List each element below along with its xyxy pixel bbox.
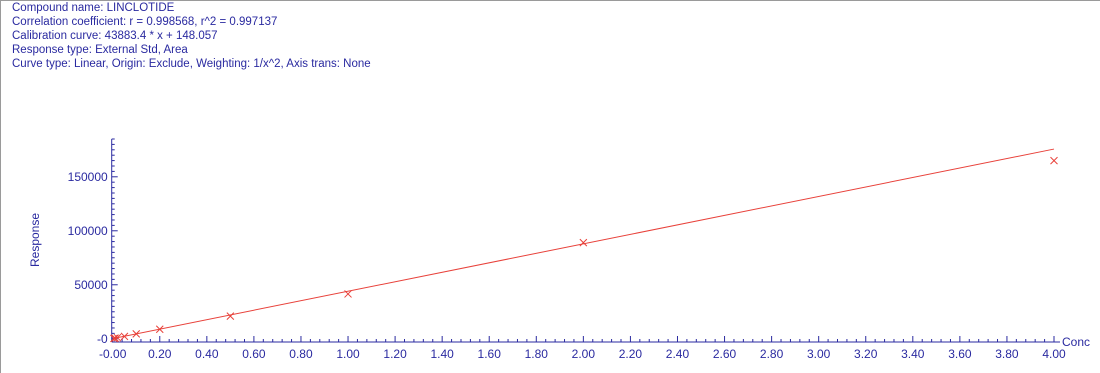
x-tick-label: 2.40	[666, 347, 690, 361]
x-tick-label: 2.60	[713, 347, 737, 361]
data-point	[155, 325, 164, 334]
x-tick-label: 0.40	[195, 347, 219, 361]
curve-type: Curve type: Linear, Origin: Exclude, Wei…	[12, 58, 371, 70]
x-tick-label: 3.20	[854, 347, 878, 361]
y-tick-label: 50000	[74, 278, 108, 292]
x-tick-label: 0.80	[289, 347, 313, 361]
data-point	[1050, 156, 1058, 165]
x-tick-label: 3.00	[807, 347, 831, 361]
y-tick-label: 100000	[68, 224, 108, 238]
y-tick-label: 150000	[68, 170, 108, 184]
x-axis-label: Conc	[1062, 335, 1090, 349]
x-tick-label: 1.80	[525, 347, 549, 361]
data-point	[344, 290, 352, 298]
data-point	[120, 332, 129, 341]
calibration-info: Compound name: LINCLOTIDE Correlation co…	[12, 1, 371, 71]
fit-line	[112, 148, 1055, 340]
x-tick-label: 4.00	[1042, 347, 1066, 361]
x-tick-label: 0.20	[148, 347, 172, 361]
data-point	[111, 334, 119, 342]
x-tick-label: 2.80	[760, 347, 784, 361]
x-tick-label: 0.60	[242, 347, 266, 361]
x-tick-label: 1.60	[478, 347, 502, 361]
correlation-coefficient: Correlation coefficient: r = 0.998568, r…	[12, 16, 278, 28]
response-type: Response type: External Std, Area	[12, 44, 188, 56]
y-axis-ticks: -0 50000 100000 150000	[68, 138, 118, 346]
x-tick-label: -0.00	[99, 347, 127, 361]
x-tick-label: 1.20	[383, 347, 407, 361]
calibration-curve: Calibration curve: 43883.4 * x + 148.057	[12, 30, 218, 42]
calibration-line	[112, 148, 1055, 340]
x-tick-label: 3.80	[995, 347, 1019, 361]
x-tick-label: 3.60	[948, 347, 972, 361]
y-tick-label: -0	[97, 332, 108, 346]
x-axis-ticks: -0.00 0.20 0.40 0.60 0.80 1.00 1.20 1.40 1.60 1.8…	[99, 336, 1066, 361]
data-point	[132, 330, 141, 338]
x-tick-label: 1.00	[336, 347, 360, 361]
data-point	[113, 333, 122, 342]
compound-name: Compound name: LINCLOTIDE	[12, 2, 175, 14]
x-tick-label: 2.00	[572, 347, 596, 361]
data-points	[110, 156, 1058, 343]
x-tick-label: 3.40	[901, 347, 925, 361]
x-tick-label: 2.20	[619, 347, 643, 361]
x-tick-label: 1.40	[430, 347, 454, 361]
y-axis-label: Response	[28, 213, 42, 267]
data-point	[226, 312, 235, 320]
data-point	[579, 238, 588, 247]
axes	[111, 139, 1060, 343]
